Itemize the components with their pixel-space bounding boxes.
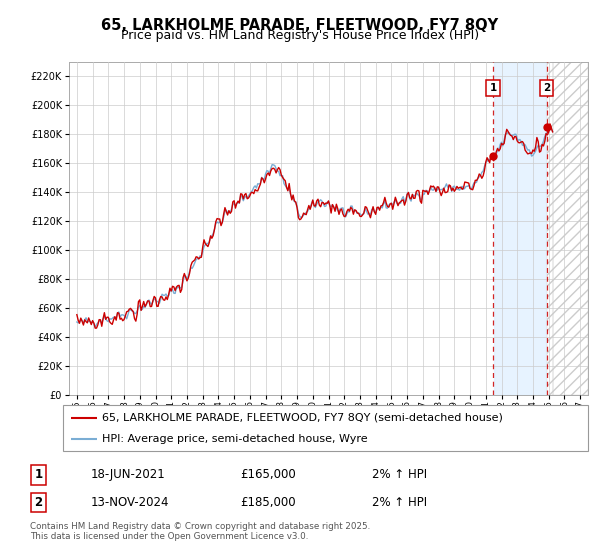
Text: 1: 1 bbox=[34, 468, 43, 482]
FancyBboxPatch shape bbox=[63, 405, 588, 451]
Text: 2: 2 bbox=[543, 83, 550, 92]
Text: 65, LARKHOLME PARADE, FLEETWOOD, FY7 8QY: 65, LARKHOLME PARADE, FLEETWOOD, FY7 8QY bbox=[101, 18, 499, 33]
Text: 2% ↑ HPI: 2% ↑ HPI bbox=[372, 468, 427, 482]
Text: 65, LARKHOLME PARADE, FLEETWOOD, FY7 8QY (semi-detached house): 65, LARKHOLME PARADE, FLEETWOOD, FY7 8QY… bbox=[103, 413, 503, 423]
Text: 2% ↑ HPI: 2% ↑ HPI bbox=[372, 496, 427, 509]
Text: HPI: Average price, semi-detached house, Wyre: HPI: Average price, semi-detached house,… bbox=[103, 435, 368, 444]
Text: Contains HM Land Registry data © Crown copyright and database right 2025.
This d: Contains HM Land Registry data © Crown c… bbox=[30, 521, 370, 541]
Text: 13-NOV-2024: 13-NOV-2024 bbox=[91, 496, 169, 509]
Text: 1: 1 bbox=[490, 83, 497, 92]
Text: Price paid vs. HM Land Registry's House Price Index (HPI): Price paid vs. HM Land Registry's House … bbox=[121, 29, 479, 42]
Text: £185,000: £185,000 bbox=[240, 496, 295, 509]
Text: 2: 2 bbox=[34, 496, 43, 509]
Text: £165,000: £165,000 bbox=[240, 468, 296, 482]
Text: 18-JUN-2021: 18-JUN-2021 bbox=[91, 468, 166, 482]
